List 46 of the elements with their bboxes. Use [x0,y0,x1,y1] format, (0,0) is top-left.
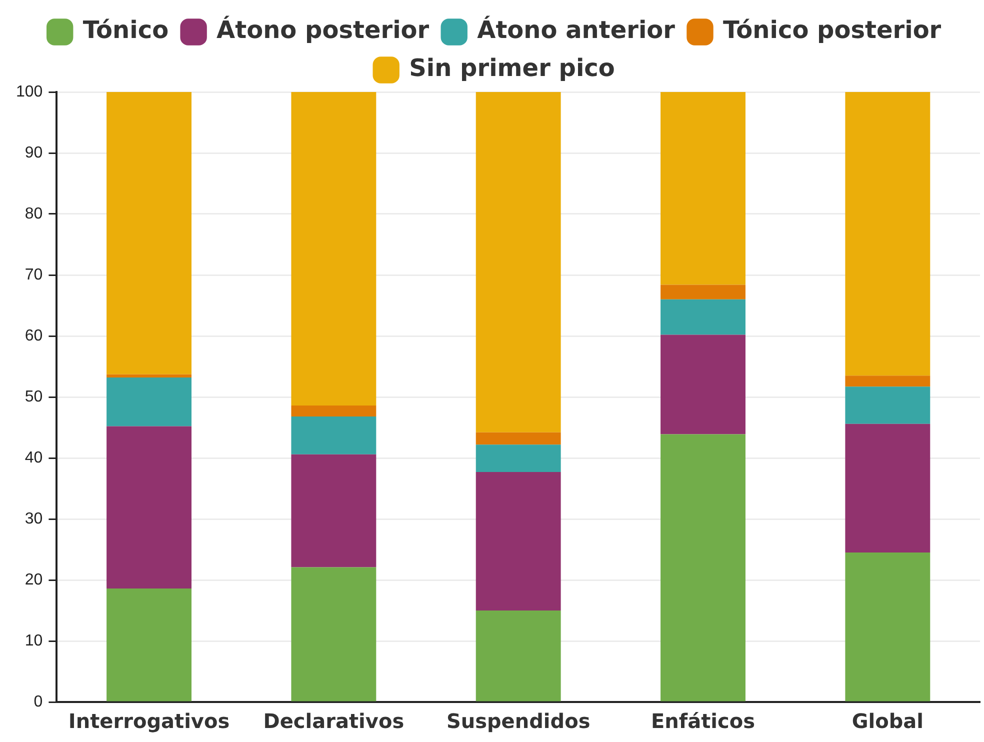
y-tick-label: 80 [24,205,43,222]
bar [106,588,192,702]
bar [476,432,561,445]
bar [106,374,192,378]
y-tick-label: 100 [16,83,43,100]
x-tick-label: Enfáticos [651,709,756,734]
y-tick-label: 20 [24,571,43,588]
bar [291,567,376,702]
bar [660,334,746,434]
bar [106,92,192,374]
bar [845,92,930,376]
y-tick-label: 60 [24,327,43,344]
y-tick-label: 90 [24,144,43,162]
bar [660,284,746,300]
bar [845,424,930,553]
bar [660,92,746,285]
y-tick-label: 0 [34,693,43,710]
bar [476,610,561,702]
x-tick-label: Interrogativos [68,709,230,734]
legend-label: Sin primer pico [409,54,615,82]
y-tick-label: 50 [24,388,43,406]
bar [660,434,746,702]
bar [845,376,930,387]
legend-label: Átono anterior [477,15,676,44]
bar [291,406,376,417]
x-tick-label: Suspendidos [446,709,590,734]
bar [476,472,561,610]
y-tick-label: 70 [24,266,43,284]
bar [291,454,376,568]
x-tick-label: Declarativos [263,709,404,734]
y-tick-label: 40 [24,449,43,466]
x-tick-label: Global [852,709,924,734]
bar [106,377,192,426]
bar [291,92,376,406]
y-tick-label: 30 [24,510,43,528]
bar [476,444,561,472]
bar [845,386,930,424]
bar [106,426,192,589]
bar [660,299,746,335]
legend-label: Tónico posterior [722,16,942,44]
legend-label: Átono posterior [216,15,430,44]
y-tick-label: 10 [24,632,43,650]
bar [845,552,930,702]
bar [476,92,561,432]
legend-label: Tónico [82,16,169,44]
bar [291,416,376,454]
